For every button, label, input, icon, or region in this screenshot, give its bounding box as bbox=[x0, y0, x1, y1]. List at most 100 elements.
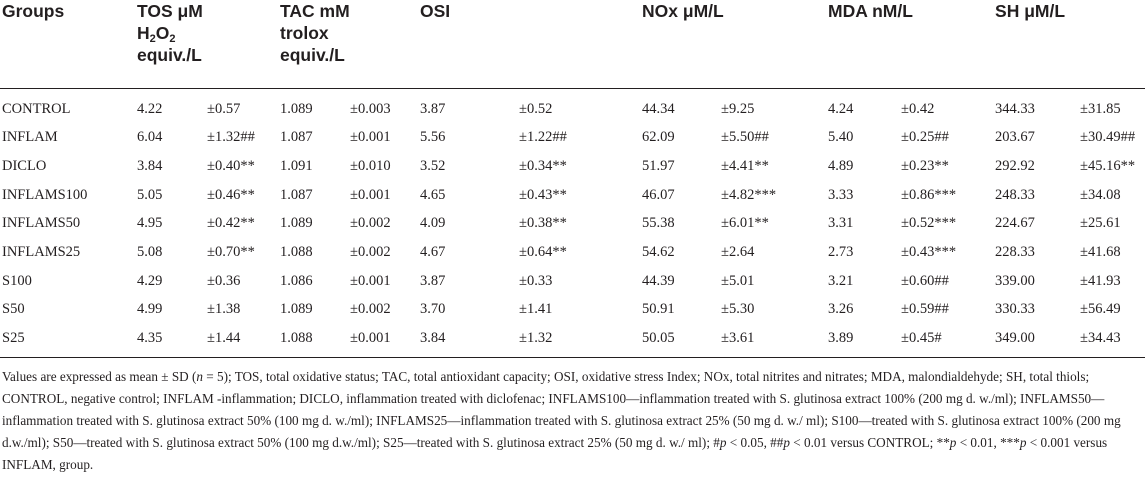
mean-cell: 4.89 bbox=[828, 157, 854, 174]
sd-cell: ±4.82*** bbox=[721, 186, 777, 203]
sd-cell: ±5.50## bbox=[721, 129, 769, 146]
mean-cell: 44.39 bbox=[642, 272, 675, 289]
sd-cell: ±1.44 bbox=[205, 324, 278, 358]
mean-cell: 1.089 bbox=[280, 215, 313, 232]
mean-cell: 50.05 bbox=[640, 324, 720, 358]
mean-cell: 6.04 bbox=[137, 129, 163, 146]
sd-cell: ±1.38 bbox=[207, 301, 241, 318]
header-nox: NOx μM/L bbox=[640, 0, 827, 89]
sd-cell: ±0.42 bbox=[901, 100, 935, 117]
mean-cell: 62.09 bbox=[642, 129, 675, 146]
sd-cell: ±34.08 bbox=[1080, 186, 1121, 203]
mean-cell: 3.33 bbox=[828, 186, 854, 203]
sd-cell: ±0.60## bbox=[901, 272, 949, 289]
header-groups: Groups bbox=[0, 0, 135, 89]
mean-cell: 228.33 bbox=[995, 244, 1035, 261]
sd-cell: ±0.001 bbox=[350, 129, 391, 146]
mean-cell: 54.62 bbox=[642, 244, 675, 261]
header-row: Groups TOS μM H2O2 equiv./L TAC mM trolo… bbox=[0, 0, 1145, 89]
header-sh: SH μM/L bbox=[993, 0, 1145, 89]
sd-cell: ±31.85 bbox=[1080, 100, 1121, 117]
header-osi: OSI bbox=[418, 0, 641, 89]
table-row: INFLAMS100 5.05 ±0.46** 1.087 ±0.001 4.65 ±0.4… bbox=[0, 181, 1145, 210]
sd-cell: ±0.52*** bbox=[901, 215, 957, 232]
sd-cell: ±9.25 bbox=[721, 100, 755, 117]
sd-cell: ±6.01** bbox=[721, 215, 769, 232]
mean-cell: 1.087 bbox=[280, 129, 313, 146]
mean-cell: 4.22 bbox=[137, 100, 163, 117]
mean-cell: 292.92 bbox=[995, 157, 1035, 174]
sd-cell: ±0.45# bbox=[899, 324, 994, 358]
header-tos: TOS μM H2O2 equiv./L bbox=[135, 0, 278, 89]
group-cell: S50 bbox=[2, 301, 25, 318]
mean-cell: 1.088 bbox=[280, 244, 313, 261]
data-table: Groups TOS μM H2O2 equiv./L TAC mM trolo… bbox=[0, 0, 1145, 358]
table-row: DICLO 3.84 ±0.40** 1.091 ±0.010 3.52 ±0.34** 51… bbox=[0, 152, 1145, 181]
mean-cell: 330.33 bbox=[995, 301, 1035, 318]
mean-cell: 3.84 bbox=[418, 324, 518, 358]
sd-cell: ±0.86*** bbox=[901, 186, 957, 203]
mean-cell: 203.67 bbox=[995, 129, 1035, 146]
mean-cell: 3.87 bbox=[420, 272, 446, 289]
sd-cell: ±0.001 bbox=[350, 186, 391, 203]
table-footnote: Values are expressed as mean ± SD (n = 5… bbox=[2, 368, 1121, 472]
sd-cell: ±41.93 bbox=[1080, 272, 1121, 289]
group-cell: DICLO bbox=[2, 157, 47, 174]
table-row: INFLAM 6.04 ±1.32## 1.087 ±0.001 5.56 ±1.22## 6… bbox=[0, 123, 1145, 152]
sd-cell: ±0.43*** bbox=[901, 244, 957, 261]
sd-cell: ±0.59## bbox=[901, 301, 949, 318]
mean-cell: 1.089 bbox=[280, 301, 313, 318]
mean-cell: 4.09 bbox=[420, 215, 446, 232]
mean-cell: 4.35 bbox=[135, 324, 205, 358]
mean-cell: 4.29 bbox=[137, 272, 163, 289]
mean-cell: 55.38 bbox=[642, 215, 675, 232]
sd-cell: ±0.64** bbox=[519, 244, 567, 261]
table-row: INFLAMS50 4.95 ±0.42** 1.089 ±0.002 4.09 ±0.38… bbox=[0, 209, 1145, 238]
mean-cell: 4.24 bbox=[828, 100, 854, 117]
mean-cell: 1.086 bbox=[280, 272, 313, 289]
mean-cell: 3.70 bbox=[420, 301, 446, 318]
sd-cell: ±0.40** bbox=[207, 157, 255, 174]
mean-cell: 1.091 bbox=[280, 157, 313, 174]
sd-cell: ±0.002 bbox=[350, 244, 391, 261]
mean-cell: 5.05 bbox=[137, 186, 163, 203]
sd-cell: ±0.010 bbox=[350, 157, 391, 174]
table-row: S25 4.35 ±1.44 1.088 ±0.001 3.84 ±1.32 50.05 ±3.… bbox=[0, 324, 1145, 358]
table-row: S100 4.29 ±0.36 1.086 ±0.001 3.87 ±0.33 44.39 ±5… bbox=[0, 267, 1145, 296]
table-row: CONTROL 4.22 ±0.57 1.089 ±0.003 3.87 ±0.52 44.3… bbox=[0, 88, 1145, 123]
mean-cell: 4.67 bbox=[420, 244, 446, 261]
sd-cell: ±5.01 bbox=[721, 272, 755, 289]
mean-cell: 1.087 bbox=[280, 186, 313, 203]
mean-cell: 3.52 bbox=[420, 157, 446, 174]
group-cell: INFLAM bbox=[2, 129, 58, 146]
sd-cell: ±4.41** bbox=[721, 157, 769, 174]
mean-cell: 50.91 bbox=[642, 301, 675, 318]
mean-cell: 3.26 bbox=[828, 301, 854, 318]
mean-cell: 4.65 bbox=[420, 186, 446, 203]
mean-cell: 51.97 bbox=[642, 157, 675, 174]
sd-cell: ±0.33 bbox=[519, 272, 553, 289]
sd-cell: ±1.32 bbox=[517, 324, 641, 358]
sd-cell: ±2.64 bbox=[721, 244, 755, 261]
mean-cell: 344.33 bbox=[995, 100, 1035, 117]
mean-cell: 224.67 bbox=[995, 215, 1035, 232]
mean-cell: 4.95 bbox=[137, 215, 163, 232]
sd-cell: ±3.61 bbox=[719, 324, 827, 358]
mean-cell: 3.84 bbox=[137, 157, 163, 174]
sd-cell: ±0.23** bbox=[901, 157, 949, 174]
mean-cell: 4.99 bbox=[137, 301, 163, 318]
sd-cell: ±41.68 bbox=[1080, 244, 1121, 261]
sd-cell: ±34.43 bbox=[1078, 324, 1145, 358]
sd-cell: ±0.52 bbox=[519, 100, 553, 117]
mean-cell: 46.07 bbox=[642, 186, 675, 203]
mean-cell: 339.00 bbox=[995, 272, 1035, 289]
mean-cell: 349.00 bbox=[993, 324, 1079, 358]
sd-cell: ±0.25## bbox=[901, 129, 949, 146]
mean-cell: 1.088 bbox=[278, 324, 348, 358]
group-cell: S25 bbox=[0, 324, 135, 358]
table-body: CONTROL 4.22 ±0.57 1.089 ±0.003 3.87 ±0.52 44.3… bbox=[0, 88, 1145, 358]
mean-cell: 3.21 bbox=[828, 272, 854, 289]
group-cell: S100 bbox=[2, 272, 32, 289]
mean-cell: 5.56 bbox=[420, 129, 446, 146]
